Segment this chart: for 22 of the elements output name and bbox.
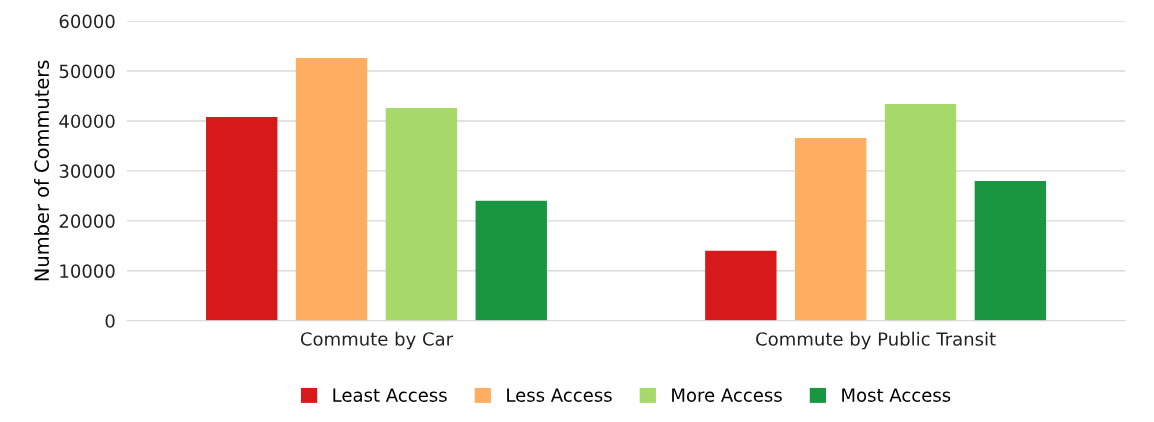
- legend-label: Most Access: [842, 388, 951, 402]
- y-tick-label: 50000: [59, 64, 115, 79]
- legend-label: Less Access: [507, 388, 612, 402]
- legend-label: Least Access: [333, 388, 447, 402]
- x-tick-label: Commute by Public Transit: [756, 331, 996, 350]
- bar: [385, 107, 458, 321]
- y-tick-label: 20000: [59, 214, 115, 228]
- bar: [884, 103, 957, 321]
- bar: [475, 200, 547, 321]
- legend-label: More Access: [672, 388, 782, 402]
- y-tick-label: 40000: [59, 114, 115, 129]
- bar: [705, 250, 777, 321]
- bar: [974, 180, 1047, 321]
- y-tick-label: 30000: [59, 164, 115, 179]
- y-axis-title: Number of Commuters: [34, 60, 50, 281]
- bar: [206, 116, 278, 321]
- bar: [295, 58, 368, 321]
- bar: [794, 137, 867, 321]
- y-tick-label: 10000: [60, 264, 115, 278]
- x-tick-label: Commute by Car: [300, 331, 454, 350]
- y-tick-label: 60000: [59, 14, 115, 29]
- y-tick-label: 0: [105, 314, 115, 328]
